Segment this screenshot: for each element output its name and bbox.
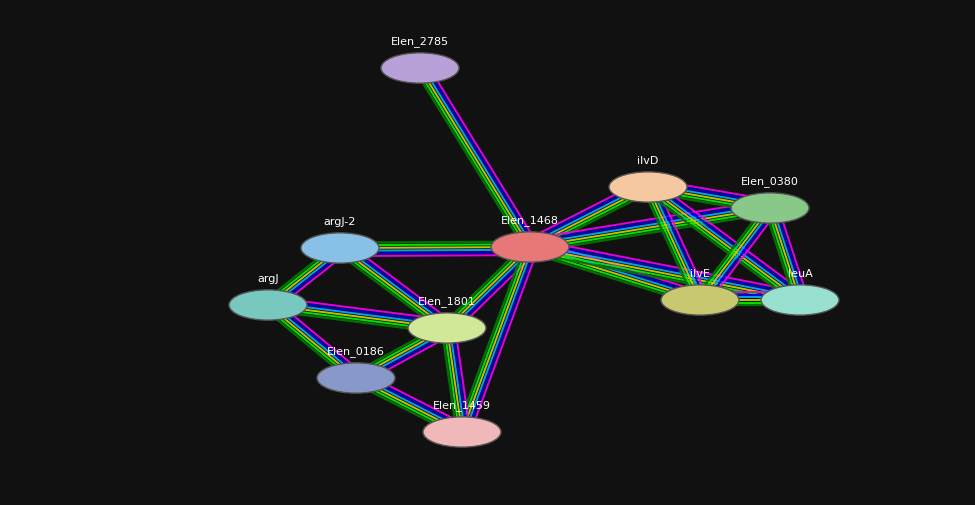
Text: argJ-2: argJ-2 [324,217,356,227]
Text: Elen_1459: Elen_1459 [433,400,491,411]
Ellipse shape [301,233,379,263]
Ellipse shape [761,285,839,315]
Ellipse shape [317,363,395,393]
Text: ilvD: ilvD [638,156,659,166]
Ellipse shape [229,290,307,320]
Text: ilvE: ilvE [690,269,710,279]
Text: Elen_2785: Elen_2785 [391,36,449,47]
Ellipse shape [491,232,569,262]
Text: leuA: leuA [788,269,812,279]
Ellipse shape [731,193,809,223]
Ellipse shape [609,172,687,202]
Text: Elen_1801: Elen_1801 [418,296,476,307]
Ellipse shape [423,417,501,447]
Text: Elen_1468: Elen_1468 [501,215,559,226]
Text: Elen_0380: Elen_0380 [741,176,799,187]
Ellipse shape [408,313,486,343]
Text: Elen_0186: Elen_0186 [327,346,385,357]
Ellipse shape [381,53,459,83]
Text: argJ: argJ [257,274,279,284]
Ellipse shape [661,285,739,315]
